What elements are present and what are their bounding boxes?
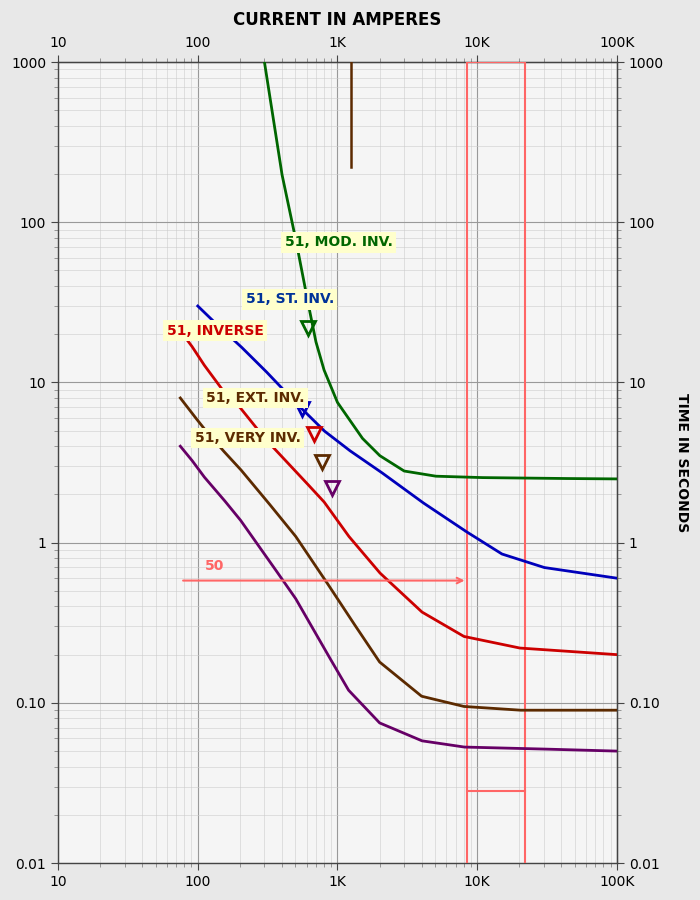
Text: 51, MOD. INV.: 51, MOD. INV. [285, 235, 393, 249]
Text: 51, EXT. INV.: 51, EXT. INV. [206, 391, 304, 405]
Text: 51, VERY INV.: 51, VERY INV. [195, 431, 300, 445]
Text: 51, INVERSE: 51, INVERSE [167, 324, 264, 338]
Text: 51, ST. INV.: 51, ST. INV. [246, 292, 334, 306]
Text: 50: 50 [205, 559, 224, 572]
